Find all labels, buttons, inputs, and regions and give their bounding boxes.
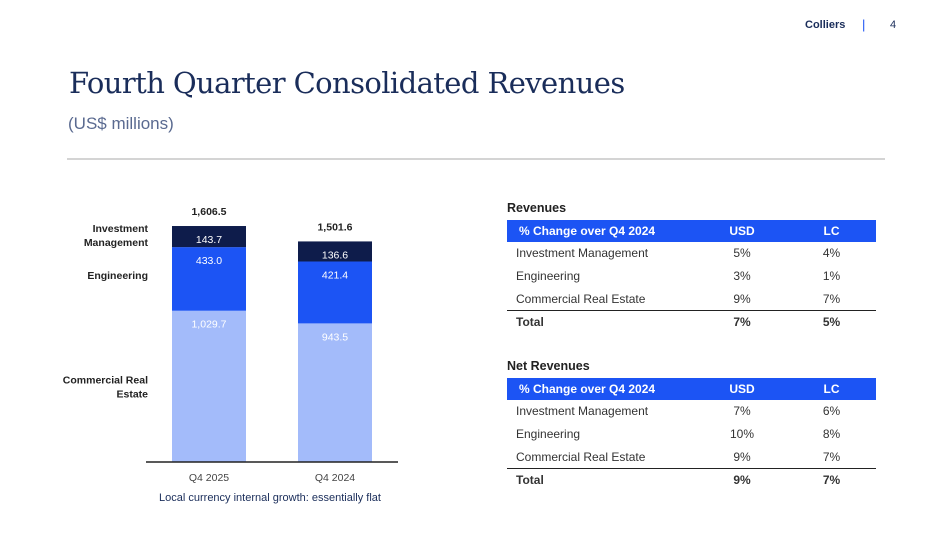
- table-cell: 3%: [733, 269, 751, 284]
- table-cell: 7%: [822, 291, 841, 306]
- bar-segment: [172, 226, 246, 248]
- table-cell: Total: [507, 468, 697, 492]
- table-cell: 9%: [697, 468, 787, 492]
- legend-label: Investment: [93, 223, 149, 235]
- column-header: LC: [787, 378, 876, 400]
- table-row: Investment Management 5% 4%: [507, 242, 876, 265]
- net-revenues-table-title: Net Revenues: [507, 359, 590, 373]
- table-total-row: Total 7% 5%: [507, 310, 876, 334]
- column-header: LC: [787, 220, 876, 242]
- data-label: 143.7: [196, 234, 222, 246]
- x-tick-label: Q4 2024: [315, 472, 355, 484]
- data-label: 433.0: [196, 255, 222, 267]
- legend-label: Engineering: [87, 270, 148, 282]
- legend-label: Commercial Real: [63, 375, 148, 387]
- x-tick-label: Q4 2025: [189, 472, 229, 484]
- legend-label: Management: [84, 237, 149, 249]
- table-cell: Engineering: [516, 427, 581, 442]
- table-cell: 1%: [822, 269, 841, 284]
- bar-segment: [298, 323, 372, 462]
- table-cell: 7%: [822, 449, 841, 464]
- title-divider: [67, 158, 885, 160]
- table-header-row: % Change over Q4 2024 USD LC: [507, 378, 876, 400]
- revenues-table: % Change over Q4 2024 USD LC Investment …: [507, 220, 876, 334]
- data-label: 943.5: [322, 331, 348, 343]
- total-label: 1,606.5: [191, 206, 226, 218]
- table-row: Engineering 3% 1%: [507, 265, 876, 288]
- page-subtitle: (US$ millions): [68, 114, 174, 133]
- table-cell: 10%: [729, 427, 755, 442]
- bar-segment: [172, 310, 246, 462]
- column-header: USD: [697, 378, 787, 400]
- net-revenues-table: % Change over Q4 2024 USD LC Investment …: [507, 378, 876, 492]
- table-cell: 5%: [787, 310, 876, 334]
- chart-footnote: Local currency internal growth: essentia…: [159, 492, 381, 504]
- table-cell: 8%: [822, 427, 841, 442]
- bar-segment: [298, 241, 372, 262]
- table-cell: 4%: [822, 246, 841, 261]
- table-cell: Engineering: [516, 269, 581, 284]
- table-cell: 7%: [697, 310, 787, 334]
- brand-logo: Colliers: [805, 19, 846, 31]
- table-cell: Investment Management: [516, 246, 649, 261]
- table-cell: Total: [507, 310, 697, 334]
- revenues-table-title: Revenues: [507, 201, 567, 215]
- table-row: Commercial Real Estate 9% 7%: [507, 287, 876, 310]
- bar-segment: [172, 247, 246, 311]
- table-cell: 9%: [733, 291, 751, 306]
- table-cell: 9%: [733, 449, 751, 464]
- page-number: 4: [890, 19, 897, 31]
- table-row: Engineering 10% 8%: [507, 423, 876, 446]
- column-header: USD: [697, 220, 787, 242]
- table-cell: 5%: [733, 246, 751, 261]
- table-row: Commercial Real Estate 9% 7%: [507, 445, 876, 468]
- table-cell: 7%: [733, 404, 751, 419]
- total-label: 1,501.6: [317, 221, 352, 233]
- table-cell: Commercial Real Estate: [516, 449, 646, 464]
- table-cell: Investment Management: [516, 404, 649, 419]
- table-header-row: % Change over Q4 2024 USD LC: [507, 220, 876, 242]
- table-cell: 7%: [787, 468, 876, 492]
- column-header: % Change over Q4 2024: [507, 220, 697, 242]
- page-title: Fourth Quarter Consolidated Revenues: [69, 66, 625, 100]
- bar-segment: [298, 261, 372, 324]
- header-separator: |: [862, 17, 866, 32]
- table-row: Investment Management 7% 6%: [507, 400, 876, 423]
- data-label: 136.6: [322, 249, 348, 261]
- column-header: % Change over Q4 2024: [507, 378, 697, 400]
- data-label: 1,029.7: [191, 319, 226, 331]
- data-label: 421.4: [322, 269, 348, 281]
- legend-label: Estate: [116, 389, 148, 401]
- table-cell: Commercial Real Estate: [516, 291, 646, 306]
- table-total-row: Total 9% 7%: [507, 468, 876, 492]
- table-cell: 6%: [822, 404, 841, 419]
